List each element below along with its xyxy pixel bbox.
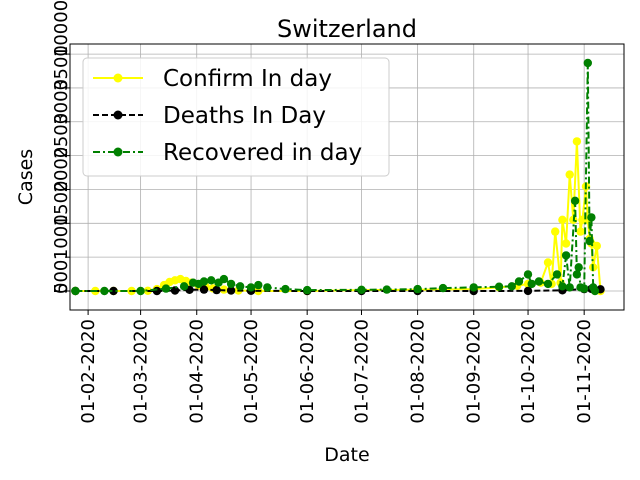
y-tick-label: 2500 — [51, 113, 72, 159]
data-point — [413, 284, 422, 294]
data-point — [543, 279, 553, 289]
legend-entry-0: Confirm In day — [93, 66, 332, 92]
data-point — [561, 239, 571, 248]
x-tick-label: 01-03-2020 — [131, 319, 152, 424]
data-point — [527, 279, 536, 289]
data-point — [438, 283, 448, 293]
legend-label: Deaths In Day — [163, 103, 326, 129]
data-point — [179, 282, 189, 291]
data-point — [574, 263, 583, 272]
x-axis-ticks: 01-02-2020 01-03-2020 01-04-2020 01-05-2020… — [78, 310, 595, 424]
data-point — [565, 170, 574, 179]
data-point — [570, 196, 580, 205]
y-tick-label: 3500 — [51, 45, 72, 91]
data-point — [580, 284, 589, 293]
data-point — [254, 280, 263, 290]
chart-title: Switzerland — [277, 15, 417, 43]
y-tick-label: 500 — [51, 260, 72, 294]
data-point — [263, 283, 272, 292]
legend-label: Confirm In day — [163, 66, 332, 92]
legend-entry-2: Recovered in day — [93, 140, 362, 166]
data-point — [523, 286, 533, 296]
data-point — [100, 286, 109, 296]
data-point — [281, 284, 290, 294]
data-point — [199, 285, 209, 294]
data-point — [236, 282, 245, 291]
data-point — [161, 284, 171, 293]
data-point — [585, 236, 594, 246]
data-point — [507, 282, 516, 291]
data-point — [109, 286, 118, 296]
y-tick-label: 2000 — [51, 147, 72, 193]
data-point — [572, 270, 582, 279]
x-tick-label: 01-04-2020 — [187, 319, 208, 424]
data-point — [71, 286, 80, 296]
x-tick-label: 01-08-2020 — [408, 319, 429, 424]
data-point — [207, 276, 216, 285]
data-point — [583, 58, 592, 68]
data-point — [494, 282, 504, 291]
x-tick-label: 01-07-2020 — [351, 319, 372, 424]
x-tick-label: 01-10-2020 — [518, 319, 539, 424]
legend-marker — [113, 147, 123, 157]
legend-marker — [113, 110, 123, 120]
legend: Confirm In day Deaths In Day Recovered in … — [82, 57, 390, 177]
legend-marker — [113, 73, 123, 83]
x-tick-label: 01-02-2020 — [78, 319, 99, 424]
data-point — [170, 286, 180, 295]
data-point — [534, 277, 544, 286]
data-point — [246, 283, 256, 292]
series-2 — [71, 58, 600, 296]
x-tick-label: 01-06-2020 — [297, 319, 318, 424]
data-point — [561, 251, 571, 260]
data-point — [551, 227, 560, 236]
data-point — [590, 286, 600, 296]
data-point — [565, 283, 574, 292]
data-point — [592, 241, 601, 251]
data-point — [543, 258, 553, 267]
legend-box — [82, 57, 390, 177]
data-point — [558, 215, 567, 224]
data-point — [514, 277, 524, 286]
x-tick-label: 01-09-2020 — [464, 319, 485, 424]
plot-area-frame — [69, 43, 625, 311]
data-point — [469, 283, 478, 292]
data-point — [523, 270, 533, 279]
x-tick-label: 01-05-2020 — [241, 319, 262, 424]
legend-label: Recovered in day — [163, 140, 362, 166]
y-tick-label: 3000 — [51, 79, 72, 125]
x-tick-label: 01-11-2020 — [574, 319, 595, 424]
data-point — [357, 285, 366, 294]
y-tick-label: 0 — [51, 283, 72, 294]
data-point — [587, 213, 596, 222]
plot-series — [71, 58, 605, 296]
data-point — [382, 285, 391, 294]
data-point — [303, 285, 312, 295]
y-tick-label: 1500 — [51, 181, 72, 227]
data-point — [226, 279, 236, 289]
y-axis-label: Cases — [15, 149, 37, 205]
data-point — [219, 274, 229, 284]
x-axis-label: Date — [324, 444, 369, 466]
y-tick-label: 1000 — [51, 214, 72, 260]
data-point — [152, 286, 162, 296]
data-point — [572, 137, 582, 146]
data-point — [552, 270, 562, 279]
y-tick-label: 10000 — [51, 0, 72, 57]
data-point — [212, 285, 221, 295]
legend-entry-1: Deaths In Day — [93, 103, 326, 129]
data-point — [558, 282, 567, 291]
data-point — [576, 227, 585, 236]
data-point — [226, 286, 236, 295]
data-point — [199, 277, 209, 286]
data-point — [136, 286, 145, 296]
